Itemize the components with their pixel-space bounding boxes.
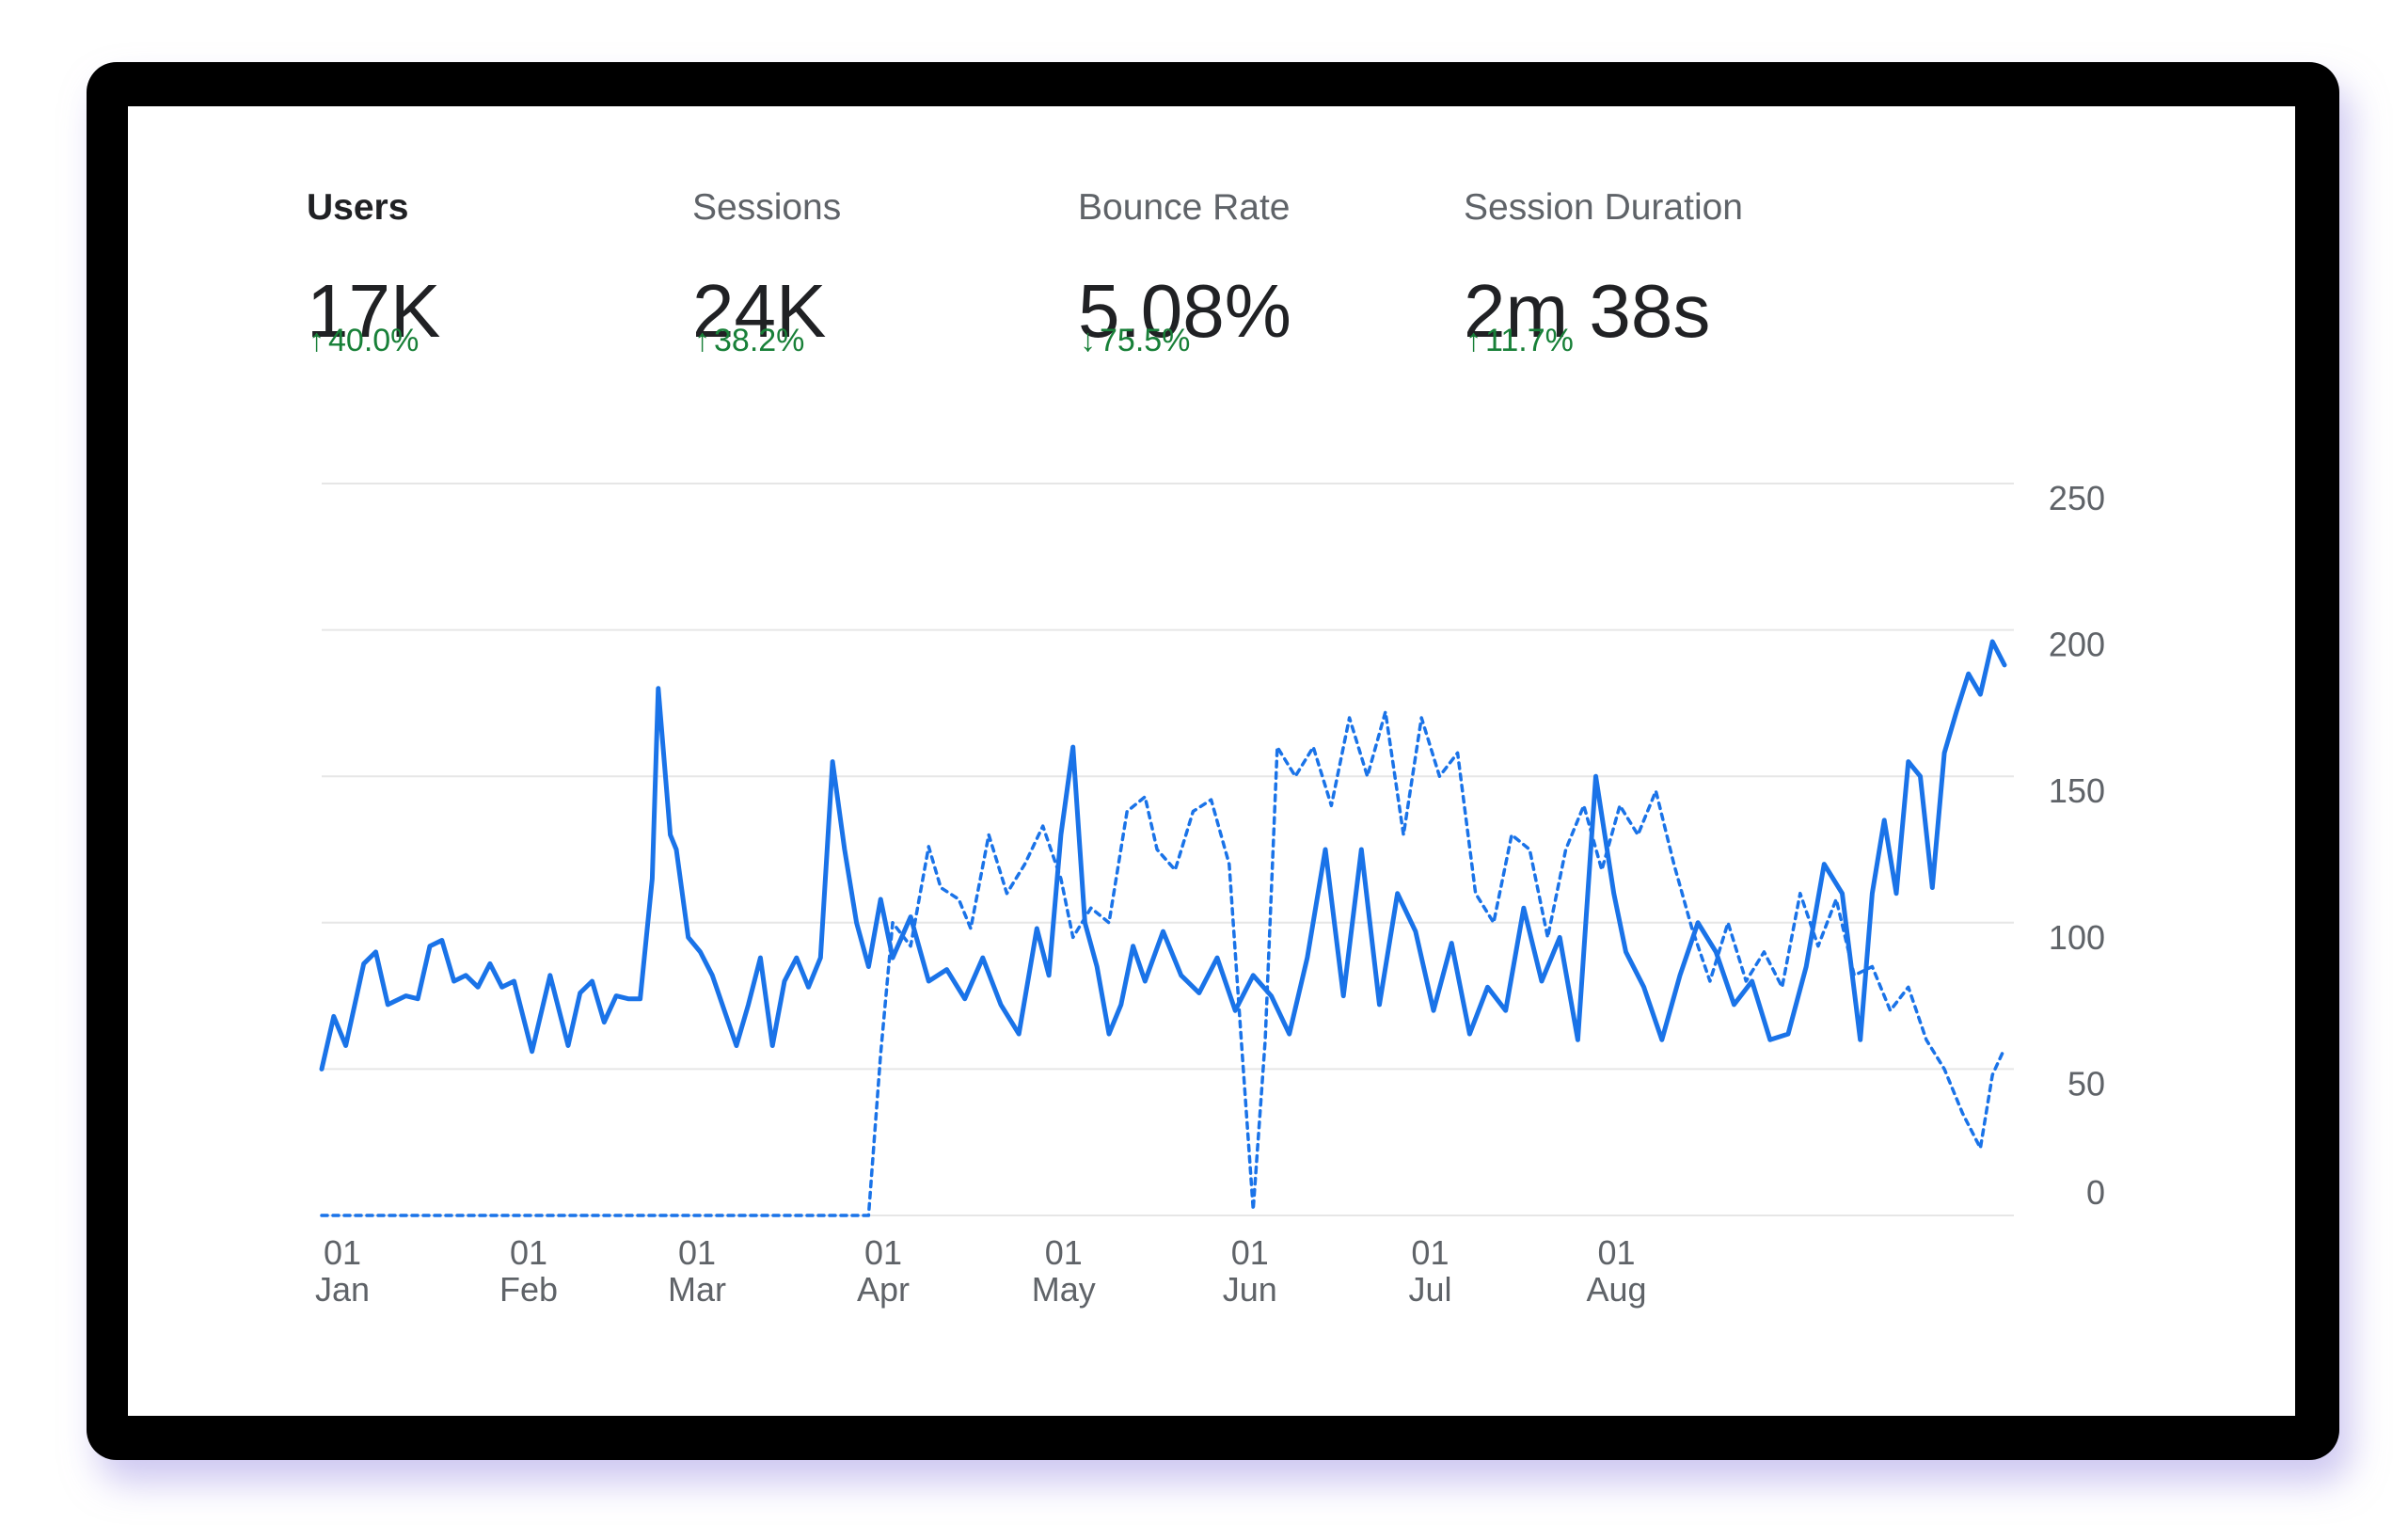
arrow-up-icon: ↑ (1465, 323, 1481, 358)
x-tick-month: Jan (315, 1270, 370, 1309)
x-tick-month: Feb (499, 1270, 558, 1309)
metric-value: 2m 38s (1464, 269, 1711, 353)
metric-label: Bounce Rate (1078, 187, 1291, 228)
arrow-up-icon: ↑ (309, 323, 325, 358)
metric-delta: ↑ 38.2% (694, 323, 804, 359)
x-tick-day: 01 (678, 1233, 716, 1272)
y-tick-label: 250 (2049, 479, 2105, 517)
metric-value: 17K (307, 269, 441, 353)
x-tick-day: 01 (864, 1233, 902, 1272)
metric-delta-value: 40.0% (328, 323, 420, 358)
metric-delta-value: 38.2% (714, 323, 805, 358)
y-tick-label: 100 (2049, 918, 2105, 957)
x-tick-day: 01 (1231, 1233, 1269, 1272)
x-tick-month: Aug (1586, 1270, 1646, 1309)
x-tick-month: Jul (1408, 1270, 1451, 1309)
metric-delta-value: 11.7% (1485, 323, 1574, 358)
x-tick-day: 01 (324, 1233, 361, 1272)
series-line-primary (319, 639, 2007, 1072)
x-tick-day: 01 (510, 1233, 547, 1272)
series-line-comparison (320, 709, 2006, 1217)
metric-value: 5.08% (1078, 269, 1291, 353)
x-tick-month: Mar (668, 1270, 726, 1309)
x-tick-day: 01 (1045, 1233, 1083, 1272)
x-tick-day: 01 (1411, 1233, 1449, 1272)
metric-label: Session Duration (1464, 187, 1743, 228)
metric-delta: ↓ 75.5% (1080, 323, 1190, 359)
x-tick-month: Jun (1223, 1270, 1277, 1309)
metric-label: Sessions (692, 187, 842, 228)
y-tick-label: 50 (2067, 1064, 2105, 1103)
metric-delta-value: 75.5% (1100, 323, 1191, 358)
metric-delta: ↑ 11.7% (1465, 323, 1574, 359)
metric-value: 24K (692, 269, 827, 353)
y-tick-label: 150 (2049, 771, 2105, 810)
analytics-panel: Users 17K ↑ 40.0% Sessions 24K ↑ 38.2% B… (128, 106, 2295, 1416)
x-tick-day: 01 (1598, 1233, 1636, 1272)
arrow-up-icon: ↑ (694, 323, 710, 358)
metric-delta: ↑ 40.0% (309, 323, 419, 359)
metric-label: Users (307, 187, 409, 228)
y-tick-label: 200 (2049, 626, 2105, 664)
y-tick-label: 0 (2086, 1173, 2105, 1212)
arrow-down-icon: ↓ (1080, 323, 1096, 358)
dashboard-frame: Users 17K ↑ 40.0% Sessions 24K ↑ 38.2% B… (87, 62, 2339, 1460)
x-tick-month: May (1032, 1270, 1096, 1309)
x-tick-month: Apr (857, 1270, 910, 1309)
